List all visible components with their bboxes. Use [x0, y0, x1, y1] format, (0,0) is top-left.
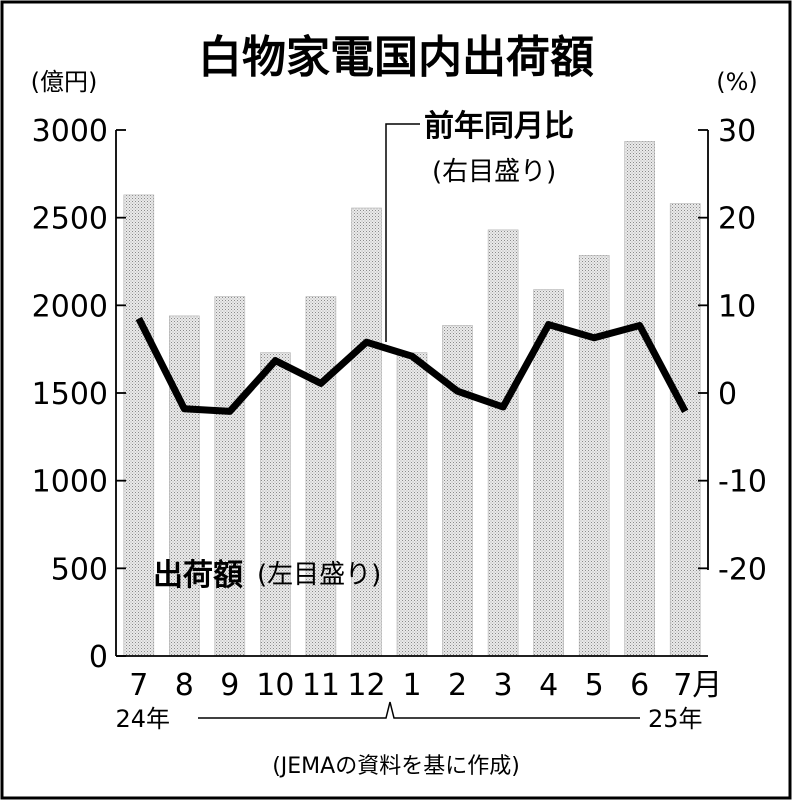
bar — [533, 289, 564, 657]
right-tick-label: 30 — [718, 114, 756, 149]
x-tick-label: 4 — [539, 668, 558, 703]
x-tick-label: 6 — [630, 668, 649, 703]
right-tick-label: -10 — [718, 465, 767, 500]
bar-series-axis-note: (左目盛り) — [257, 560, 381, 590]
bar — [442, 325, 473, 657]
x-tick-label: 7月 — [673, 668, 722, 703]
bar — [396, 352, 428, 657]
x-tick-label: 3 — [494, 668, 513, 703]
axes — [115, 129, 709, 657]
year-label-start: 24年 — [115, 705, 170, 733]
left-tick-labels: 0 500 1000 1500 2000 2500 3000 — [32, 114, 108, 675]
right-tick-label: 0 — [718, 377, 737, 412]
left-tick-label: 3000 — [32, 114, 108, 149]
right-tick-label: 20 — [718, 202, 756, 237]
bar — [169, 315, 200, 657]
x-tick-label: 5 — [585, 668, 604, 703]
year-bracket: 24年 25年 — [115, 701, 703, 733]
bar — [669, 203, 701, 657]
right-tick-label: 10 — [718, 289, 756, 324]
x-tick-label: 10 — [256, 668, 294, 703]
x-tick-label: 2 — [448, 668, 467, 703]
bar-series-name: 出荷額 — [153, 558, 243, 593]
x-tick-labels: 7 8 9 10 11 12 1 2 3 4 5 6 7月 — [129, 668, 722, 703]
x-tick-label: 11 — [302, 668, 340, 703]
x-tick-label: 12 — [347, 668, 385, 703]
x-tick-label: 9 — [220, 668, 239, 703]
x-tick-label: 7 — [129, 668, 148, 703]
left-tick-label: 2500 — [32, 202, 108, 237]
year-label-end: 25年 — [648, 705, 703, 733]
line-series-name: 前年同月比 — [424, 109, 574, 144]
line-label-leader — [385, 123, 420, 342]
bar — [578, 255, 610, 657]
line-series — [135, 316, 689, 415]
bar — [260, 352, 291, 657]
bar — [624, 141, 656, 657]
right-axis-unit: (%) — [716, 68, 758, 96]
series-line — [135, 316, 689, 415]
x-tick-label: 8 — [175, 668, 194, 703]
bar — [305, 296, 337, 657]
right-tick-label: -20 — [718, 552, 767, 587]
bar-series-label: 出荷額 (左目盛り) — [153, 558, 381, 593]
left-tick-label: 1500 — [32, 377, 108, 412]
year-divider-line — [198, 701, 640, 719]
bar — [214, 296, 246, 657]
x-tick-label: 1 — [402, 668, 421, 703]
left-axis-unit: (億円) — [31, 68, 98, 96]
left-tick-label: 500 — [51, 552, 108, 587]
bar — [487, 229, 519, 657]
line-series-label: 前年同月比 (右目盛り) — [385, 109, 574, 342]
bar — [351, 207, 382, 657]
left-tick-label: 0 — [89, 640, 108, 675]
bar — [123, 194, 155, 657]
source-note: (JEMAの資料を基に作成) — [272, 754, 520, 779]
line-series-axis-note: (右目盛り) — [432, 157, 556, 187]
chart-title: 白物家電国内出荷額 — [198, 32, 594, 83]
left-tick-label: 1000 — [32, 465, 108, 500]
left-tick-label: 2000 — [32, 289, 108, 324]
right-tick-labels: 30 20 10 0 -10 -20 — [718, 114, 767, 587]
